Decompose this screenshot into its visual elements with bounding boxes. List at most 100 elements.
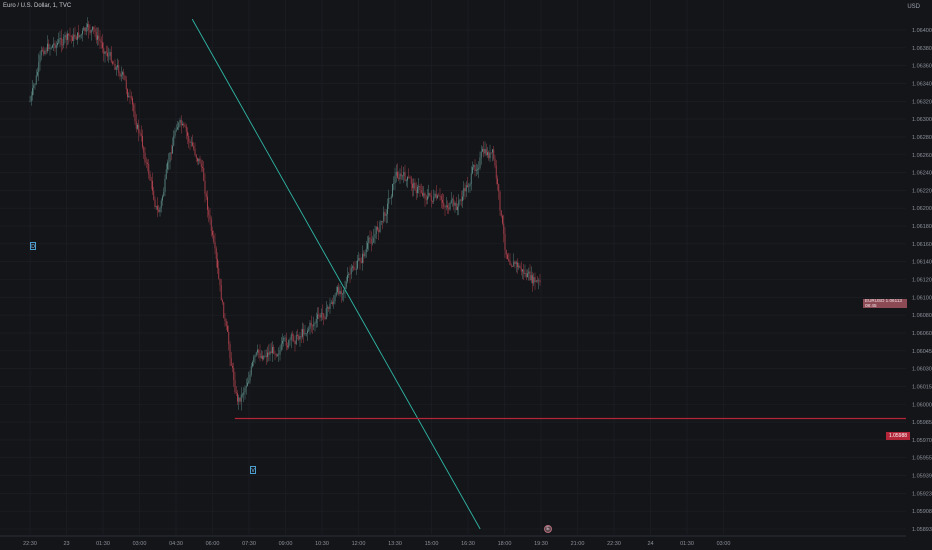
candle-body [240,394,242,402]
candle-body [224,318,226,322]
candle-body [410,178,412,184]
candle-body [368,237,370,243]
candle-body [317,314,318,319]
trendline [191,18,481,530]
candle-body [279,350,281,355]
candle-body [382,221,383,222]
candle-body [325,308,327,320]
event-icon[interactable]: E [544,525,552,533]
candle-body [407,176,408,181]
candle-body [34,83,36,86]
candle-body [379,221,381,233]
candle-body [524,273,526,274]
candle-body [467,185,468,187]
candle-body [299,336,301,340]
candle-body [248,380,250,383]
candle-body [180,119,182,126]
candle-body [108,55,110,57]
plot-background [0,0,906,550]
candle-body [527,273,528,278]
candle-body [537,280,538,282]
x-tick-label: 03:00 [717,541,731,547]
y-tick-label: 1.06400 [912,28,932,34]
candle-body [162,196,163,201]
candle-body [282,340,283,344]
candle-body [59,37,61,40]
candle-body [148,163,150,175]
candle-body [173,135,175,146]
candle-body [362,253,363,263]
candle-body [207,196,208,210]
candle-body [179,119,181,123]
candle-body [303,329,305,335]
y-tick-label: 1.06180 [912,224,932,230]
candle-body [429,192,431,196]
candle-body [33,85,35,88]
candle-body [220,284,222,301]
candle-body [427,196,428,200]
candle-body [314,322,316,324]
candle-body [103,48,105,54]
candle-body [274,353,276,355]
candle-body [530,275,532,281]
chart-marker-v[interactable]: V [250,466,256,474]
candle-body [255,352,257,356]
x-tick-label: 01:30 [96,541,110,547]
candle-body [538,280,540,282]
candle-body [187,131,188,136]
candle-body [354,269,356,270]
y-tick-label: 1.06280 [912,135,932,141]
candle-body [263,355,265,360]
candle-body [219,278,221,285]
candle-body [233,367,235,380]
candle-body [435,193,437,199]
candle-body [289,339,291,341]
candle-body [223,302,225,319]
candle-body [377,226,378,230]
candle-body [499,191,501,211]
candle-body [29,101,31,102]
candle-body [430,195,432,202]
candle-body [320,312,322,318]
candle-body [273,346,275,354]
candle-body [63,36,65,46]
chart-marker-d[interactable]: D [30,242,36,250]
candle-body [440,195,442,200]
candle-body [358,258,360,261]
candle-body [503,223,505,234]
candle-body [55,45,57,49]
candle-body [238,397,240,402]
candle-body [268,352,270,355]
candle-body [304,333,306,335]
candle-body [213,235,215,242]
symbol-title[interactable]: Euro / U.S. Dollar, 1, TVC [3,3,72,9]
candle-body [483,149,485,154]
candle-body [399,173,401,180]
candle-body [183,123,185,126]
candle-body [280,343,282,351]
candle-body [119,72,121,77]
y-tick-label: 1.05955 [912,456,932,462]
candle-body [474,165,476,171]
candle-body [413,182,415,189]
x-tick-label: 22:30 [607,541,621,547]
candle-body [428,192,430,197]
candle-body [535,280,537,282]
candle-body [372,242,373,244]
candle-body [500,210,502,216]
candle-body [139,132,141,134]
candle-body [138,124,140,133]
candle-body [288,340,290,348]
candle-body [298,335,300,340]
candle-body [333,301,335,304]
price-tag-line2: 08:45 [865,302,877,308]
candle-body [249,374,251,381]
y-tick-label: 1.05908 [912,509,932,515]
y-tick-label: 1.06300 [912,117,932,123]
candle-body [293,335,295,342]
candle-body [264,355,266,357]
candle-body [42,49,43,51]
candle-body [228,331,230,345]
